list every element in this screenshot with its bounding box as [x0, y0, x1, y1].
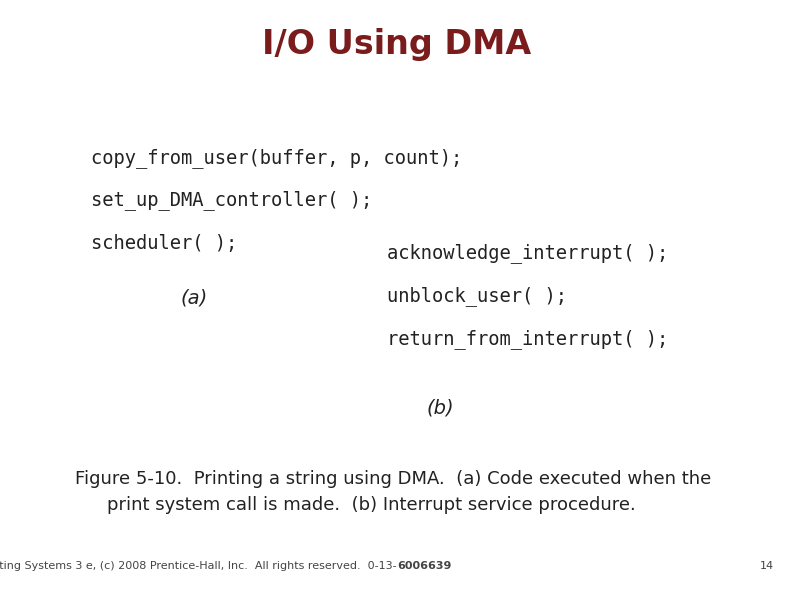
Text: 14: 14: [760, 562, 774, 571]
Text: scheduler( );: scheduler( );: [91, 234, 237, 253]
Text: copy_from_user(buffer, p, count);: copy_from_user(buffer, p, count);: [91, 148, 463, 168]
Text: (b): (b): [427, 398, 454, 417]
Text: Figure 5-10.  Printing a string using DMA.  (a) Code executed when the: Figure 5-10. Printing a string using DMA…: [75, 470, 711, 488]
Text: (a): (a): [181, 288, 208, 307]
Text: set_up_DMA_controller( );: set_up_DMA_controller( );: [91, 190, 372, 211]
Text: I/O Using DMA: I/O Using DMA: [262, 28, 532, 61]
Text: 6006639: 6006639: [397, 562, 451, 571]
Text: unblock_user( );: unblock_user( );: [387, 286, 568, 306]
Text: print system call is made.  (b) Interrupt service procedure.: print system call is made. (b) Interrupt…: [107, 496, 636, 513]
Text: Tanenbaum, Modern Operating Systems 3 e, (c) 2008 Prentice-Hall, Inc.  All right: Tanenbaum, Modern Operating Systems 3 e,…: [0, 562, 397, 571]
Text: return_from_interrupt( );: return_from_interrupt( );: [387, 328, 669, 349]
Text: acknowledge_interrupt( );: acknowledge_interrupt( );: [387, 243, 669, 263]
